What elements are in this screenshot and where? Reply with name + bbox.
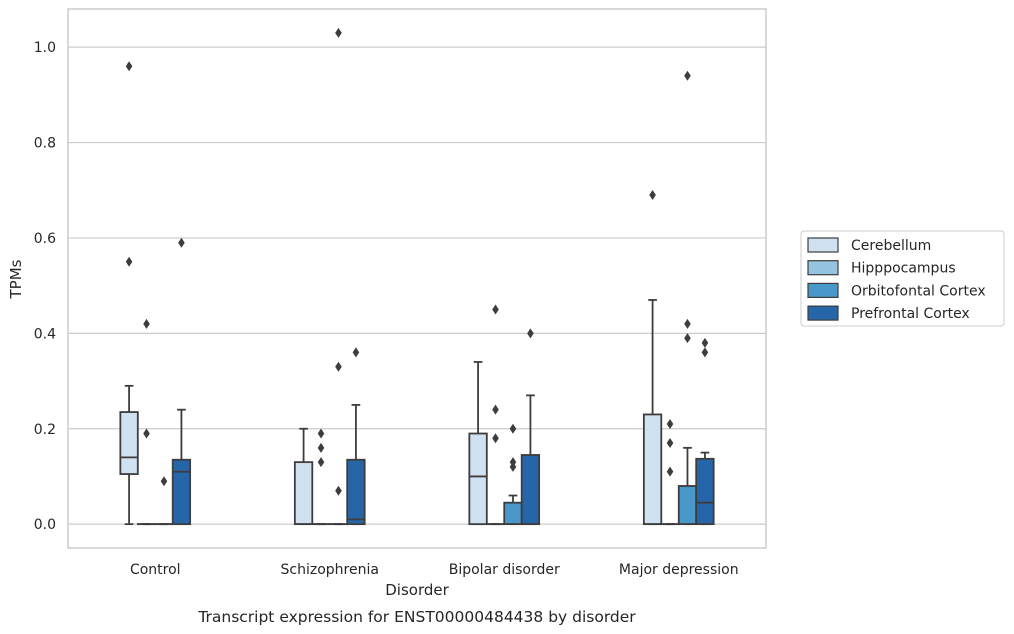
box-2 bbox=[468, 361, 488, 526]
series-cerebellum bbox=[119, 61, 663, 526]
outlier-point-0 bbox=[178, 237, 185, 248]
outlier-point-0 bbox=[335, 485, 342, 496]
box-iqr bbox=[695, 457, 715, 526]
outlier-point-0 bbox=[701, 347, 709, 358]
outlier-point-1 bbox=[335, 361, 342, 372]
box-iqr bbox=[677, 485, 698, 526]
y-tick-label-5: 1.0 bbox=[34, 40, 56, 56]
outlier-point-0 bbox=[492, 433, 499, 444]
box-0 bbox=[171, 237, 192, 526]
box-0 bbox=[136, 318, 157, 526]
outlier-point-0 bbox=[352, 347, 360, 358]
box-iqr bbox=[293, 461, 314, 526]
legend-label-3: Prefrontal Cortex bbox=[851, 306, 970, 322]
y-tick-label-0: 0.0 bbox=[34, 517, 56, 533]
box-0 bbox=[154, 476, 174, 526]
box-iqr bbox=[642, 413, 663, 526]
x-axis-title: Disorder bbox=[385, 581, 449, 599]
outlier-point-2 bbox=[509, 423, 517, 434]
outlier-point-1 bbox=[317, 442, 325, 453]
legend-label-1: Hipppocampus bbox=[851, 261, 956, 277]
box-1 bbox=[346, 347, 366, 526]
outlier-point-0 bbox=[317, 457, 325, 468]
x-axis-ticks: Control Schizophrenia Bipolar disorder Majo… bbox=[130, 562, 739, 578]
x-tick-label-1: Schizophrenia bbox=[281, 562, 379, 578]
series-orbitofontal-cortex bbox=[154, 27, 698, 526]
y-axis-ticks: 0.0 0.2 0.4 0.6 0.8 1.0 bbox=[34, 40, 56, 533]
box-iqr bbox=[346, 458, 366, 526]
box-0 bbox=[119, 61, 139, 526]
outlier-point-0 bbox=[160, 476, 168, 487]
y-tick-label-1: 0.2 bbox=[34, 422, 56, 438]
box-2 bbox=[503, 423, 523, 526]
box-1 bbox=[328, 27, 349, 526]
outlier-point-1 bbox=[143, 318, 150, 329]
legend-swatch-2 bbox=[807, 282, 839, 298]
box-iqr bbox=[119, 411, 139, 475]
box-1 bbox=[293, 427, 314, 526]
legend-label-0: Cerebellum bbox=[851, 238, 931, 254]
box-2 bbox=[520, 328, 541, 526]
y-tick-label-4: 0.8 bbox=[34, 136, 56, 152]
series-hipppocampus bbox=[136, 304, 680, 526]
outlier-point-1 bbox=[492, 404, 499, 415]
x-tick-label-0: Control bbox=[130, 562, 181, 578]
outlier-point-2 bbox=[666, 418, 674, 429]
outlier-point-0 bbox=[527, 328, 534, 339]
outlier-point-1 bbox=[509, 457, 517, 468]
box-iqr bbox=[520, 454, 541, 526]
y-tick-label-2: 0.4 bbox=[34, 326, 56, 342]
box-3 bbox=[660, 418, 680, 526]
outlier-point-2 bbox=[684, 70, 691, 81]
x-tick-label-2: Bipolar disorder bbox=[449, 562, 560, 578]
outlier-point-1 bbox=[701, 337, 709, 348]
outlier-point-2 bbox=[492, 304, 499, 315]
outlier-point-0 bbox=[125, 256, 133, 267]
chart-caption: Transcript expression for ENST0000048443… bbox=[197, 608, 636, 626]
y-tick-label-3: 0.6 bbox=[34, 231, 56, 247]
legend-label-2: Orbitofontal Cortex bbox=[851, 283, 986, 299]
y-axis-title: TPMs bbox=[7, 259, 25, 299]
box-iqr bbox=[468, 432, 488, 526]
outlier-point-1 bbox=[666, 438, 674, 449]
series-prefrontal-cortex bbox=[171, 237, 715, 526]
box-iqr bbox=[503, 501, 523, 526]
box-iqr bbox=[171, 458, 192, 526]
box-1 bbox=[311, 428, 331, 526]
box-2 bbox=[485, 304, 506, 526]
outlier-point-0 bbox=[666, 466, 674, 477]
legend-swatch-1 bbox=[807, 260, 839, 276]
box-series-group bbox=[119, 27, 715, 526]
legend-swatch-0 bbox=[807, 237, 839, 253]
box-3 bbox=[642, 190, 663, 526]
outlier-point-1 bbox=[684, 318, 691, 329]
outlier-point-0 bbox=[143, 428, 150, 439]
x-tick-label-3: Major depression bbox=[619, 562, 739, 578]
box-3 bbox=[677, 70, 698, 526]
outlier-point-0 bbox=[684, 333, 691, 344]
plot-area-frame bbox=[67, 8, 767, 549]
legend: Cerebellum Hipppocampus Orbitofontal Corte… bbox=[800, 230, 1005, 327]
outlier-point-2 bbox=[317, 428, 325, 439]
box-3 bbox=[695, 337, 715, 526]
legend-frame bbox=[800, 230, 1005, 327]
outlier-point-2 bbox=[335, 27, 342, 38]
legend-swatch-3 bbox=[807, 305, 839, 321]
outlier-point-1 bbox=[125, 61, 133, 72]
outlier-point-0 bbox=[649, 190, 656, 201]
